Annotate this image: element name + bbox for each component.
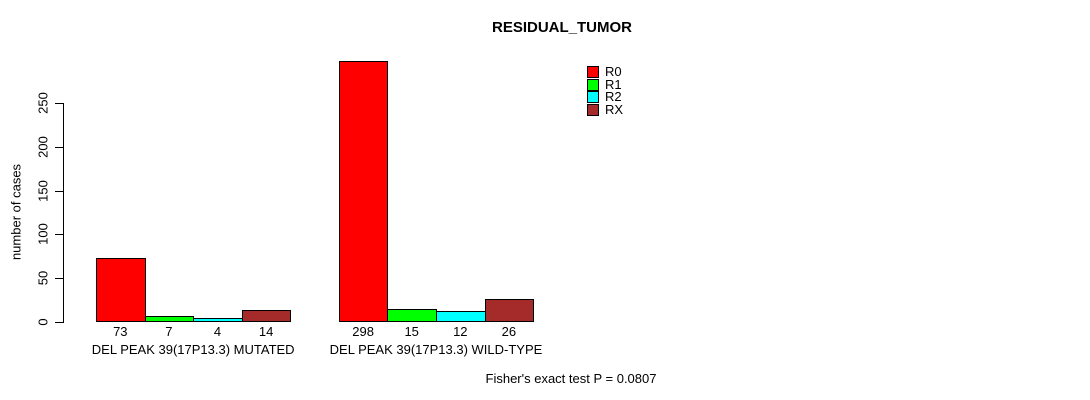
- bar-value-label: 14: [258, 324, 274, 339]
- y-axis-line: [63, 103, 64, 323]
- legend-item-r0: R0: [587, 64, 622, 79]
- legend-label: R2: [605, 89, 622, 105]
- y-axis-tick: [55, 234, 63, 236]
- legend-label: R1: [605, 76, 622, 92]
- bar-r2: [436, 311, 486, 322]
- y-axis-tick-label: 250: [35, 92, 51, 114]
- y-axis-tick: [55, 146, 63, 148]
- bar-value-label: 73: [113, 324, 128, 339]
- y-axis-tick: [55, 190, 63, 192]
- fisher-test-annotation: Fisher's exact test P = 0.0807: [485, 371, 657, 386]
- legend-swatch-r0: [587, 66, 599, 78]
- y-axis-tick-label: 150: [35, 179, 51, 202]
- bar-r1: [387, 309, 437, 322]
- y-axis-tick-label: 0: [35, 318, 51, 326]
- legend-item-rx: RX: [587, 102, 624, 118]
- y-axis-tick-label: 50: [35, 270, 51, 286]
- y-axis-label: number of cases: [8, 163, 24, 261]
- bar-value-label: 12: [453, 324, 468, 339]
- bar-value-label: 4: [213, 324, 222, 339]
- legend-swatch-r1: [587, 78, 599, 91]
- bar-r2: [193, 318, 243, 322]
- y-axis-tick-label: 100: [35, 223, 51, 246]
- y-axis-tick: [55, 278, 63, 280]
- legend-item-r1: R1: [587, 76, 622, 92]
- legend-swatch-rx: [587, 104, 599, 117]
- bar-value-label: 26: [501, 324, 517, 339]
- legend-label: R0: [605, 64, 622, 79]
- bar-r0: [338, 61, 389, 322]
- legend-label: RX: [605, 102, 624, 118]
- category-label: DEL PEAK 39(17P13.3) MUTATED: [91, 342, 295, 357]
- y-axis-tick: [55, 103, 63, 104]
- category-label: DEL PEAK 39(17P13.3) WILD-TYPE: [329, 342, 543, 357]
- bar-r1: [144, 316, 195, 322]
- legend-swatch-r2: [587, 91, 599, 104]
- y-axis-tick: [55, 322, 63, 323]
- chart-title: RESIDUAL_TUMOR: [491, 19, 633, 36]
- bar-rx: [484, 299, 535, 322]
- bar-value-label: 7: [165, 324, 173, 339]
- y-axis-tick-label: 200: [35, 135, 51, 158]
- bar-rx: [241, 310, 292, 322]
- bar-value-label: 298: [352, 324, 374, 339]
- bar-value-label: 15: [404, 324, 419, 339]
- bar-r0: [96, 258, 146, 322]
- legend-item-r2: R2: [587, 89, 622, 105]
